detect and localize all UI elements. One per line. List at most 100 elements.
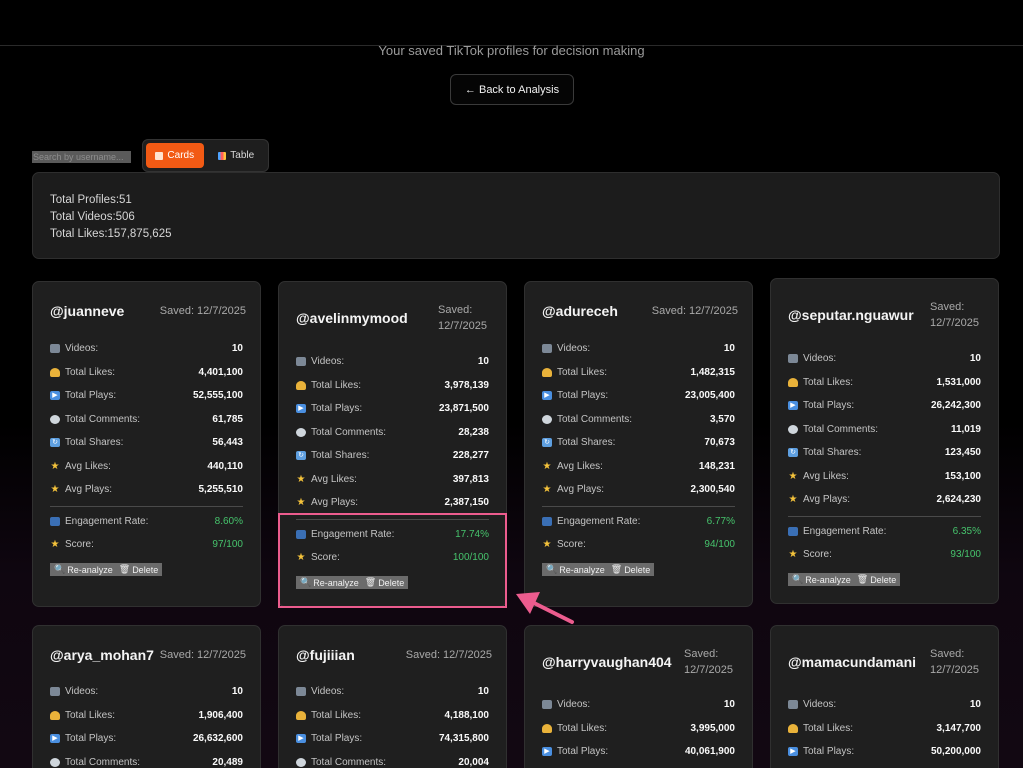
total-likes-label: Total Likes: [65,366,116,378]
delete-button[interactable]: 🗑 Delete [362,576,409,589]
engagement-rate-label: Engagement Rate: [557,515,641,527]
card-divider [788,515,981,517]
bar-chart-icon [296,529,306,539]
reanalyze-label: Re-analyze [805,574,851,585]
total-plays-label: Total Plays: [803,400,855,412]
score-value: 100/100 [452,552,489,564]
thumbs-up-icon [788,377,798,387]
magnifier-icon: 🔍 [792,574,804,584]
star-icon: ★ [788,470,798,482]
videos-value: 10 [723,343,735,355]
videos-label: Videos: [803,699,837,711]
videos-label: Videos: [557,343,591,355]
delete-label: Delete [132,564,159,575]
bar-chart-icon [788,526,798,536]
videos-value: 10 [477,686,489,698]
total-likes-label: Total Likes: [311,709,362,721]
total-plays-label: Total Plays: [65,390,117,402]
total-likes: Total Likes:157,875,625 [50,228,172,240]
videos-value: 10 [969,353,981,365]
total-comments-value: 20,489 [212,756,243,768]
total-plays-value: 52,555,100 [192,390,243,402]
total-likes-value: 1,482,315 [690,366,736,378]
total-shares-label: Total Shares: [65,437,124,449]
video-camera-icon [50,344,60,354]
share-arrows-icon: ↻ [542,438,552,448]
thumbs-up-icon [50,710,60,720]
avg-plays-label: Avg Plays: [311,497,359,509]
total-comments-label: Total Comments: [311,756,387,768]
star-icon: ★ [50,539,60,551]
total-comments-label: Total Comments: [311,426,387,438]
saved-date: Saved: 12/7/2025 [438,304,487,332]
profile-username: @mamacundamani [788,654,917,670]
total-likes-value: 3,995,000 [690,722,736,734]
total-plays-value: 23,871,500 [438,403,489,415]
reanalyze-button[interactable]: 🔍 Re-analyze [50,563,117,576]
score-label: Score: [65,539,94,551]
play-icon: ▶ [50,734,60,744]
table-view-button[interactable]: Table [208,143,266,168]
search-input[interactable] [32,151,131,163]
avg-plays-label: Avg Plays: [803,494,851,506]
reanalyze-button[interactable]: 🔍 Re-analyze [296,576,363,589]
total-shares-value: 56,443 [212,437,243,449]
delete-label: Delete [378,577,405,588]
reanalyze-button[interactable]: 🔍 Re-analyze [788,573,855,586]
summary-stats: Total Profiles:51 Total Videos:506 Total… [32,172,1000,259]
magnifier-icon: 🔍 [54,564,66,574]
star-icon: ★ [50,460,60,472]
total-likes-label: Total Likes: [557,366,608,378]
play-icon: ▶ [542,391,552,401]
total-likes-label: Total Likes: [65,709,116,721]
profile-username: @juanneve [50,303,125,319]
avg-likes-value: 148,231 [698,460,735,472]
total-likes-value: 4,401,100 [198,366,244,378]
speech-bubble-icon [296,757,306,767]
delete-button[interactable]: 🗑 Delete [608,563,655,576]
annotation-highlight-box [278,513,507,608]
back-to-analysis-button[interactable]: ← Back to Analysis [450,74,574,105]
total-plays-value: 40,061,900 [684,746,735,758]
star-icon: ★ [788,549,798,561]
avg-plays-value: 5,255,510 [198,484,244,496]
delete-button[interactable]: 🗑 Delete [854,573,901,586]
total-shares-value: 228,277 [452,450,489,462]
score-value: 93/100 [950,549,981,561]
total-comments-value: 3,570 [709,413,735,425]
saved-date: Saved: 12/7/2025 [684,648,733,676]
play-icon: ▶ [296,404,306,414]
thumbs-up-icon [788,723,798,733]
total-shares-value: 70,673 [704,437,735,449]
videos-value: 10 [231,686,243,698]
thumbs-up-icon [542,723,552,733]
avg-likes-label: Avg Likes: [311,473,357,485]
video-camera-icon [788,700,798,710]
share-arrows-icon: ↻ [296,451,306,461]
star-icon: ★ [542,460,552,472]
avg-likes-label: Avg Likes: [557,460,603,472]
total-plays-label: Total Plays: [311,403,363,415]
star-icon: ★ [50,484,60,496]
reanalyze-button[interactable]: 🔍 Re-analyze [542,563,609,576]
profile-card: @avelinmymood Saved: 12/7/2025 Videos: 10… [278,281,507,607]
engagement-rate-value: 6.35% [952,525,981,537]
profile-username: @arya_mohan7 [50,647,154,663]
avg-likes-label: Avg Likes: [65,460,111,472]
profile-username: @avelinmymood [296,310,408,326]
avg-plays-value: 2,624,230 [936,494,982,506]
saved-date: Saved: 12/7/2025 [405,649,492,661]
cards-view-button[interactable]: Cards [146,143,204,168]
video-camera-icon [296,687,306,697]
star-icon: ★ [296,552,306,564]
total-videos: Total Videos:506 [50,211,135,223]
table-icon [218,151,227,160]
page-subtitle: Your saved TikTok profiles for decision … [378,43,645,58]
engagement-rate-value: 17.74% [455,528,489,540]
play-icon: ▶ [542,747,552,757]
engagement-rate-label: Engagement Rate: [311,528,395,540]
view-toggle: Cards Table [142,139,269,172]
delete-button[interactable]: 🗑 Delete [116,563,163,576]
profile-card: @fujiiian Saved: 12/7/2025 Videos: 10 Tot… [278,625,507,768]
speech-bubble-icon [542,414,552,424]
